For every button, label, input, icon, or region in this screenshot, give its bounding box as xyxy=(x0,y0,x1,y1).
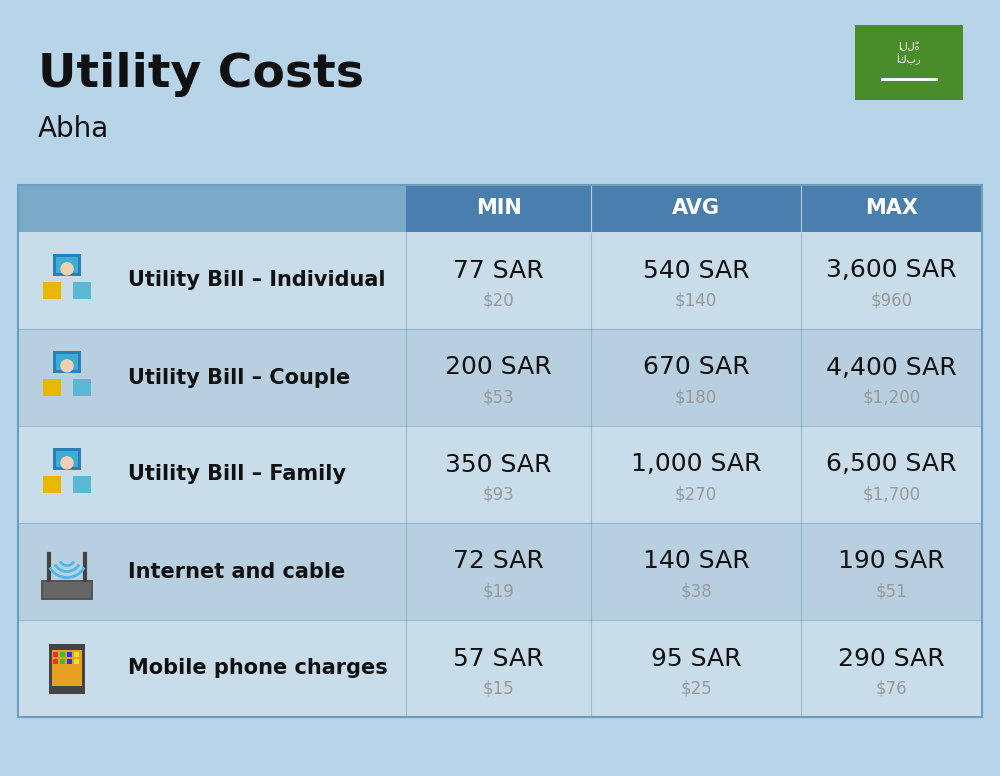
Text: 1,000 SAR: 1,000 SAR xyxy=(631,452,761,476)
Text: $1,700: $1,700 xyxy=(862,486,921,504)
Bar xyxy=(73,379,91,396)
Text: اللّٰه
أكبر: اللّٰه أكبر xyxy=(897,42,921,65)
Bar xyxy=(73,282,91,299)
Text: MAX: MAX xyxy=(865,199,918,219)
Bar xyxy=(56,355,78,370)
Text: $15: $15 xyxy=(483,680,514,698)
Bar xyxy=(43,379,61,396)
Bar xyxy=(18,232,982,329)
Bar xyxy=(67,659,72,663)
Text: Utility Costs: Utility Costs xyxy=(38,52,364,97)
Text: $20: $20 xyxy=(483,292,514,310)
Bar xyxy=(52,650,82,685)
Text: 72 SAR: 72 SAR xyxy=(453,549,544,573)
Bar xyxy=(591,185,801,232)
Text: 200 SAR: 200 SAR xyxy=(445,355,552,379)
Bar xyxy=(28,436,106,513)
Text: $140: $140 xyxy=(675,292,717,310)
Text: $25: $25 xyxy=(680,680,712,698)
Bar xyxy=(74,659,79,663)
Text: 290 SAR: 290 SAR xyxy=(838,646,945,670)
Text: 95 SAR: 95 SAR xyxy=(651,646,741,670)
Bar xyxy=(28,533,106,610)
Bar xyxy=(801,185,982,232)
Bar xyxy=(53,255,81,276)
Bar xyxy=(18,523,982,620)
Bar xyxy=(53,652,58,656)
Bar xyxy=(60,652,65,656)
Text: Abha: Abha xyxy=(38,115,109,143)
Bar xyxy=(60,659,65,663)
Text: 57 SAR: 57 SAR xyxy=(453,646,544,670)
Bar xyxy=(73,476,91,493)
Text: $270: $270 xyxy=(675,486,717,504)
Text: 77 SAR: 77 SAR xyxy=(453,258,544,282)
Text: Utility Bill – Couple: Utility Bill – Couple xyxy=(128,368,350,387)
Bar xyxy=(406,185,591,232)
Bar xyxy=(28,630,106,707)
Text: 3,600 SAR: 3,600 SAR xyxy=(826,258,957,282)
Text: $93: $93 xyxy=(483,486,514,504)
Bar xyxy=(67,652,72,656)
Bar xyxy=(18,620,982,717)
Text: Utility Bill – Individual: Utility Bill – Individual xyxy=(128,271,386,290)
Circle shape xyxy=(61,457,73,469)
Bar xyxy=(74,652,79,656)
Bar xyxy=(28,339,106,416)
Circle shape xyxy=(61,360,73,372)
Circle shape xyxy=(61,263,73,275)
Bar xyxy=(56,452,78,467)
Text: Utility Bill – Family: Utility Bill – Family xyxy=(128,465,346,484)
Text: 140 SAR: 140 SAR xyxy=(643,549,749,573)
Bar xyxy=(43,476,61,493)
Text: 540 SAR: 540 SAR xyxy=(643,258,749,282)
Text: MIN: MIN xyxy=(476,199,521,219)
Bar xyxy=(53,352,81,373)
Bar xyxy=(43,581,91,598)
Text: Internet and cable: Internet and cable xyxy=(128,562,345,581)
Bar xyxy=(18,329,982,426)
Bar xyxy=(18,426,982,523)
Text: 670 SAR: 670 SAR xyxy=(643,355,749,379)
Text: $960: $960 xyxy=(870,292,913,310)
Text: 4,400 SAR: 4,400 SAR xyxy=(826,355,957,379)
Text: 6,500 SAR: 6,500 SAR xyxy=(826,452,957,476)
Text: $51: $51 xyxy=(876,583,907,601)
Text: Mobile phone charges: Mobile phone charges xyxy=(128,659,388,678)
Text: $53: $53 xyxy=(483,389,514,407)
Bar xyxy=(56,258,78,273)
Text: $38: $38 xyxy=(680,583,712,601)
Bar xyxy=(18,185,406,232)
Bar xyxy=(28,242,106,319)
Text: 350 SAR: 350 SAR xyxy=(445,452,552,476)
Bar xyxy=(43,282,61,299)
Bar xyxy=(18,185,982,717)
Text: $76: $76 xyxy=(876,680,907,698)
Text: $1,200: $1,200 xyxy=(862,389,921,407)
Text: AVG: AVG xyxy=(672,199,720,219)
Bar xyxy=(53,449,81,470)
Bar xyxy=(855,25,963,100)
Bar xyxy=(53,659,58,663)
Text: $180: $180 xyxy=(675,389,717,407)
Bar xyxy=(49,643,85,694)
Text: 190 SAR: 190 SAR xyxy=(838,549,945,573)
Bar xyxy=(41,580,93,600)
Text: $19: $19 xyxy=(483,583,514,601)
